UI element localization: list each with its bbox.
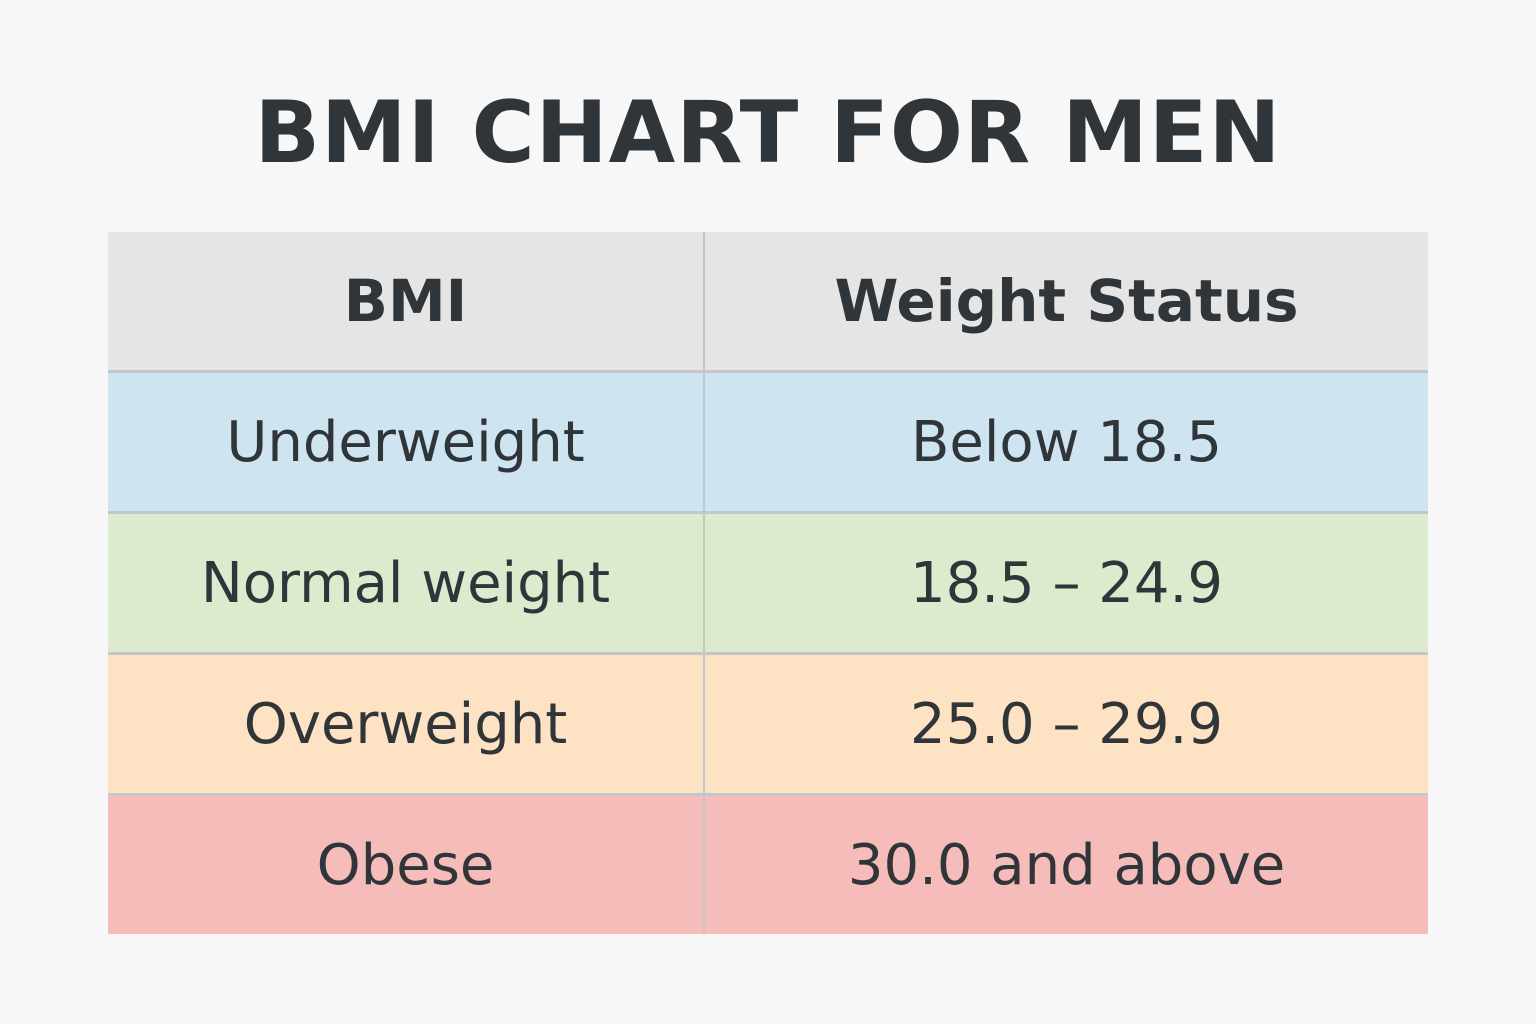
table-cell-range: 30.0 and above — [703, 793, 1428, 934]
table-cell-category: Underweight — [108, 370, 705, 513]
table-cell-range: 25.0 – 29.9 — [703, 652, 1428, 795]
table-row-normal-weight: Normal weight 18.5 – 24.9 — [108, 511, 1428, 654]
bmi-table: BMI Weight Status Underweight Below 18.5… — [108, 232, 1428, 934]
table-cell-category: Normal weight — [108, 511, 705, 654]
table-cell-range: Below 18.5 — [703, 370, 1428, 513]
page-title: BMI CHART FOR MEN — [254, 83, 1282, 183]
column-header-bmi: BMI — [108, 232, 705, 372]
table-header-row: BMI Weight Status — [108, 232, 1428, 372]
column-header-weight-status: Weight Status — [703, 232, 1428, 372]
table-row-obese: Obese 30.0 and above — [108, 793, 1428, 934]
table-cell-category: Overweight — [108, 652, 705, 795]
table-cell-range: 18.5 – 24.9 — [703, 511, 1428, 654]
table-row-underweight: Underweight Below 18.5 — [108, 370, 1428, 513]
table-row-overweight: Overweight 25.0 – 29.9 — [108, 652, 1428, 795]
table-cell-category: Obese — [108, 793, 705, 934]
